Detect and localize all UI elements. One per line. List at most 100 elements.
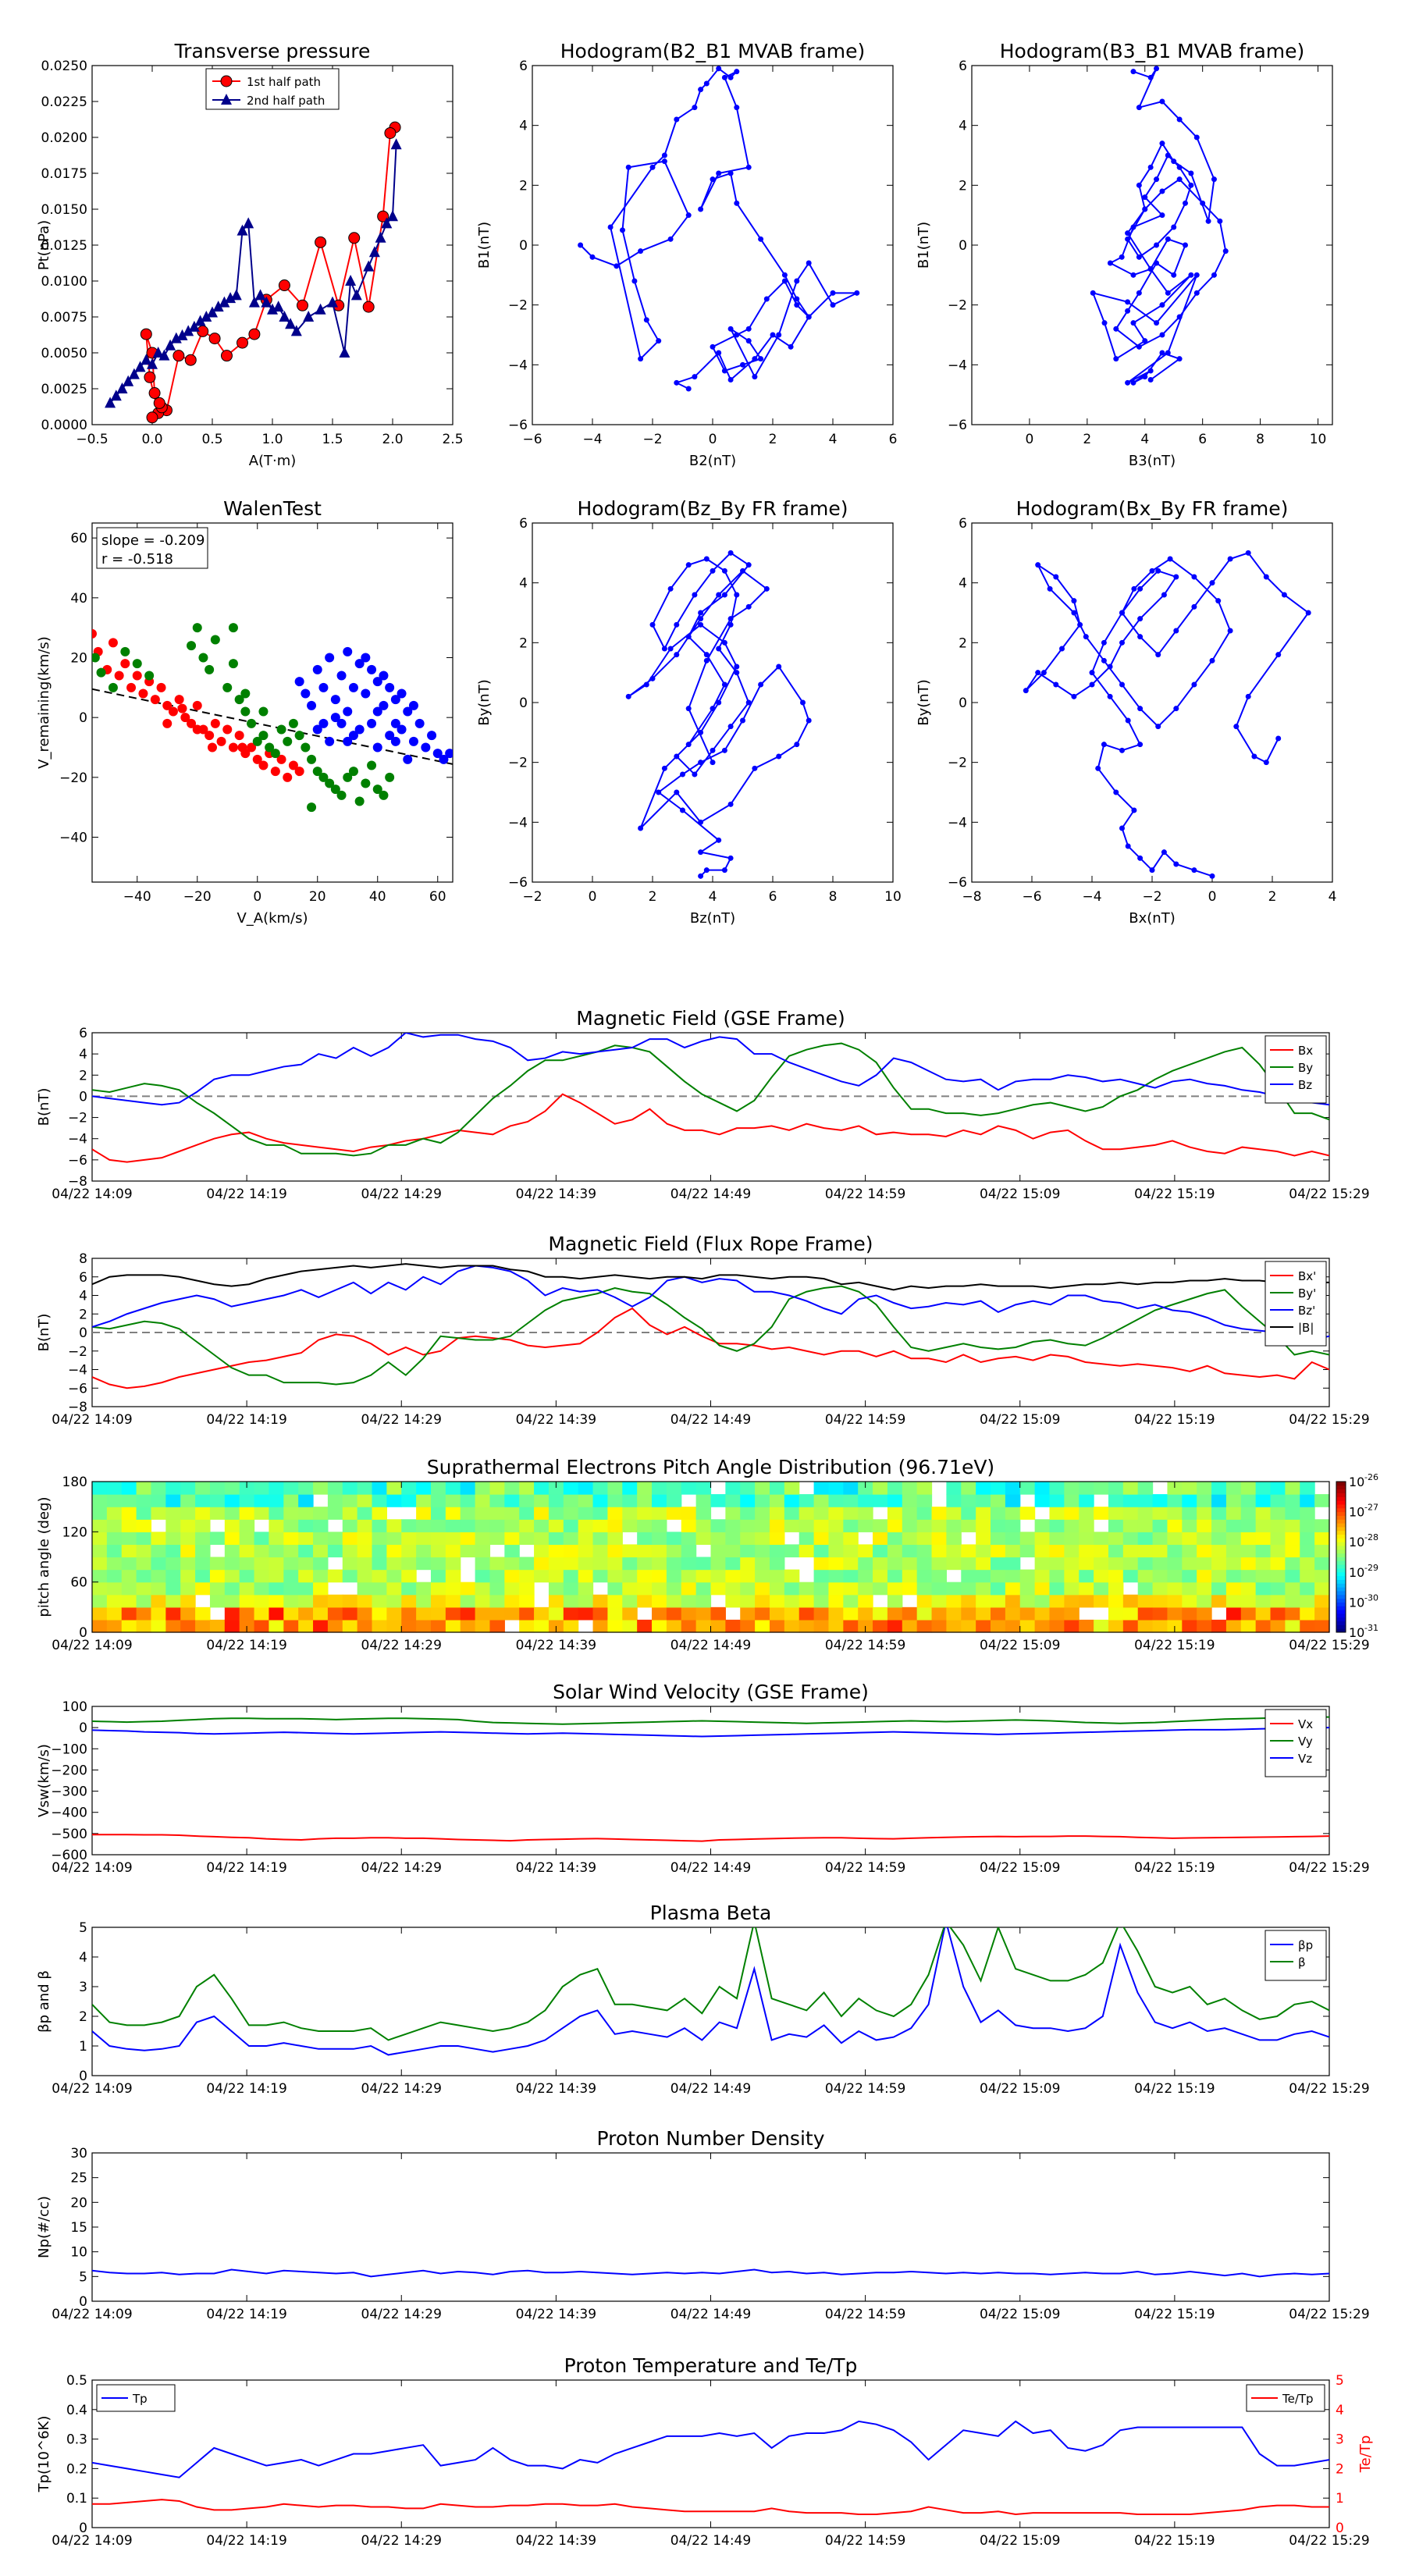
series-point bbox=[734, 670, 740, 676]
heatmap-cell bbox=[740, 1532, 756, 1546]
heatmap-cell bbox=[269, 1569, 284, 1583]
heatmap-cell bbox=[637, 1557, 653, 1571]
heatmap-cell bbox=[165, 1582, 181, 1596]
heatmap-cell bbox=[740, 1482, 756, 1495]
heatmap-cell bbox=[283, 1619, 299, 1633]
series-point bbox=[1101, 657, 1107, 664]
y-axis-label: Pt(nPa) bbox=[36, 220, 52, 270]
x-tick-label: 4 bbox=[829, 432, 838, 447]
heatmap-cell bbox=[298, 1519, 314, 1532]
scatter-point-red bbox=[252, 754, 262, 764]
heatmap-cell bbox=[902, 1482, 918, 1495]
heatmap-cell bbox=[755, 1619, 770, 1633]
scatter-point-blue bbox=[390, 736, 400, 746]
heatmap-cell bbox=[534, 1482, 550, 1495]
heatmap-cell bbox=[357, 1507, 373, 1520]
x-tick-label: 04/22 14:39 bbox=[516, 2533, 596, 2549]
heatmap-cell bbox=[416, 1532, 432, 1546]
heatmap-cell bbox=[843, 1557, 859, 1571]
series-point bbox=[1040, 670, 1047, 676]
heatmap-cell bbox=[695, 1482, 712, 1495]
heatmap-cell bbox=[1108, 1494, 1124, 1507]
heatmap-cell bbox=[313, 1557, 329, 1571]
heatmap-cell bbox=[460, 1544, 476, 1558]
heatmap-cell bbox=[1152, 1544, 1168, 1558]
series-point bbox=[734, 69, 740, 75]
heatmap-cell bbox=[607, 1494, 623, 1507]
heatmap-cell bbox=[887, 1594, 903, 1608]
series-point bbox=[1305, 610, 1311, 616]
plot-area bbox=[92, 1033, 1329, 1163]
heatmap-cell bbox=[592, 1594, 609, 1608]
colorbar-segment bbox=[1336, 1493, 1346, 1497]
series-point bbox=[698, 873, 704, 879]
heatmap-cell bbox=[460, 1482, 476, 1495]
chart-title: Hodogram(B3_B1 MVAB frame) bbox=[1000, 40, 1305, 62]
y-tick-label: 15 bbox=[70, 2220, 87, 2236]
heatmap-cell bbox=[666, 1507, 682, 1520]
scatter-point-blue bbox=[372, 706, 382, 717]
series-point bbox=[1209, 657, 1215, 664]
heatmap-cell bbox=[357, 1569, 373, 1583]
y-tick-label: −2 bbox=[508, 298, 528, 314]
scatter-point-red bbox=[192, 724, 202, 735]
series-point bbox=[208, 333, 221, 345]
heatmap-cell bbox=[1094, 1532, 1109, 1546]
heatmap-cell bbox=[372, 1569, 387, 1583]
series-point bbox=[1176, 164, 1183, 170]
heatmap-cell bbox=[1197, 1532, 1212, 1546]
heatmap-cell bbox=[121, 1582, 137, 1596]
x-tick-label: 04/22 14:19 bbox=[206, 2307, 286, 2322]
heatmap-cell bbox=[858, 1544, 873, 1558]
heatmap-cell bbox=[622, 1594, 638, 1608]
scatter-point-red bbox=[205, 731, 215, 741]
colorbar-tick-label: 10 bbox=[1349, 1595, 1364, 1610]
x-tick-label: 04/22 14:19 bbox=[206, 1187, 286, 1202]
heatmap-cell bbox=[1122, 1619, 1139, 1633]
heatmap-cell bbox=[106, 1507, 123, 1520]
series-point bbox=[721, 639, 727, 646]
series-point bbox=[1154, 260, 1160, 266]
heatmap-cell bbox=[1005, 1569, 1021, 1583]
x-tick-label: 04/22 14:19 bbox=[206, 2081, 286, 2097]
heatmap-cell bbox=[784, 1494, 800, 1507]
heatmap-cell bbox=[1167, 1557, 1183, 1571]
x-tick-label: 04/22 15:29 bbox=[1289, 2533, 1369, 2549]
heatmap-cell bbox=[372, 1532, 387, 1546]
x-tick-label: 04/22 15:09 bbox=[980, 1187, 1060, 1202]
heatmap-cell bbox=[902, 1606, 918, 1621]
heatmap-cell bbox=[622, 1557, 638, 1571]
x-tick-label: 04/22 14:49 bbox=[670, 1860, 751, 1876]
heatmap-cell bbox=[578, 1519, 594, 1532]
heatmap-cell bbox=[1197, 1494, 1212, 1507]
heatmap-cell bbox=[1240, 1582, 1257, 1596]
heatmap-cell bbox=[504, 1594, 520, 1608]
heatmap-cell bbox=[430, 1482, 446, 1495]
series-point bbox=[745, 699, 752, 706]
heatmap-cell bbox=[607, 1532, 623, 1546]
y-tick-label: 0.0025 bbox=[41, 382, 87, 397]
heatmap-cell bbox=[1240, 1594, 1257, 1608]
heatmap-cell bbox=[224, 1544, 240, 1558]
heatmap-cell bbox=[475, 1544, 491, 1558]
scatter-point-green bbox=[247, 718, 257, 728]
heatmap-cell bbox=[622, 1507, 638, 1520]
series-point bbox=[734, 200, 740, 206]
y-tick-label: 0 bbox=[79, 1089, 87, 1105]
heatmap-cell bbox=[1005, 1532, 1021, 1546]
y-axis-label: B1(nT) bbox=[476, 222, 493, 269]
heatmap-cell bbox=[342, 1594, 358, 1608]
series-point bbox=[727, 326, 734, 332]
scatter-point-red bbox=[247, 742, 257, 753]
heatmap-cell bbox=[666, 1594, 682, 1608]
heatmap-cell bbox=[946, 1519, 962, 1532]
heatmap-cell bbox=[1108, 1557, 1124, 1571]
series-point bbox=[1136, 254, 1142, 260]
series-point bbox=[698, 849, 704, 856]
plot-area bbox=[1090, 66, 1229, 386]
heatmap-cell bbox=[342, 1519, 358, 1532]
plot-area bbox=[625, 550, 812, 879]
heatmap-cell bbox=[209, 1532, 226, 1546]
heatmap-cell bbox=[1182, 1557, 1197, 1571]
scatter-point-green bbox=[330, 785, 340, 795]
